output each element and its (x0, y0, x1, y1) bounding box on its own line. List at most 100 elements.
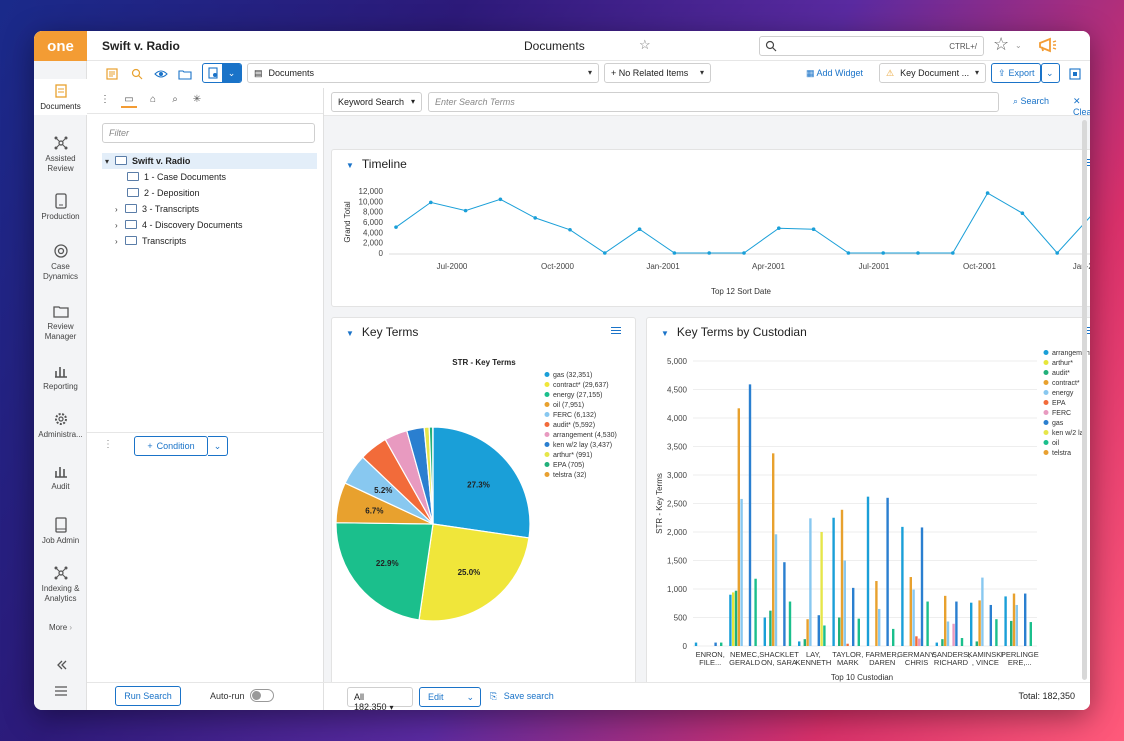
bar[interactable] (803, 639, 806, 646)
timeline-point[interactable] (394, 225, 398, 229)
nav-item-administra[interactable]: Administra... (34, 407, 87, 441)
timeline-point[interactable] (742, 251, 746, 255)
pie-slice[interactable] (418, 523, 530, 622)
chevron-down-icon[interactable]: ▾ (105, 157, 110, 166)
view-toggle-group[interactable]: ⌄ (202, 63, 242, 83)
pie-slice[interactable] (335, 522, 434, 621)
nav-item-assisted-review[interactable]: Assisted Review (34, 131, 87, 173)
chevron-right-icon[interactable]: › (115, 237, 118, 246)
bar[interactable] (878, 608, 881, 646)
nav-item-production[interactable]: Production (34, 189, 87, 223)
timeline-point[interactable] (533, 216, 537, 220)
timeline-point[interactable] (498, 197, 503, 202)
timeline-point[interactable] (672, 251, 677, 255)
drag-handle-icon[interactable]: ⋮ (103, 439, 113, 450)
filter-input[interactable]: Filter (102, 123, 315, 143)
bar[interactable] (714, 642, 717, 646)
collapse-triangle-icon[interactable]: ▼ (661, 329, 669, 338)
bar[interactable] (970, 602, 973, 646)
timeline-point[interactable] (846, 251, 851, 255)
view-select[interactable]: ▤ Documents ▾ (247, 63, 599, 83)
tree-node[interactable]: › Transcripts (87, 233, 324, 249)
bar[interactable] (978, 600, 981, 646)
condition-button[interactable]: + Condition (134, 436, 208, 456)
bar[interactable] (941, 639, 944, 646)
logo[interactable]: one (34, 31, 87, 61)
main-scrollbar[interactable] (1082, 120, 1087, 680)
bar[interactable] (694, 642, 698, 646)
bar[interactable] (1010, 620, 1013, 646)
drag-handle-icon[interactable]: ⋮ (100, 94, 110, 105)
tag-tab-icon[interactable]: ⌂ (149, 94, 157, 105)
case-title[interactable]: Swift v. Radio (102, 39, 180, 53)
folder-tab-icon[interactable]: ▭ (121, 94, 137, 108)
widget-menu-icon[interactable] (1084, 327, 1090, 336)
bar[interactable] (909, 577, 912, 646)
bar[interactable] (754, 578, 757, 646)
chevron-right-icon[interactable]: › (115, 221, 118, 230)
bar[interactable] (840, 509, 844, 646)
nav-item-more[interactable]: More › (34, 619, 87, 653)
bar[interactable] (866, 496, 870, 646)
bar[interactable] (875, 581, 878, 646)
bar[interactable] (960, 638, 964, 646)
bar[interactable] (935, 642, 938, 646)
bar[interactable] (995, 619, 998, 646)
run-search-button[interactable]: Run Search (115, 686, 181, 706)
tree-node[interactable]: 1 - Case Documents (87, 169, 324, 185)
bar[interactable] (892, 628, 895, 646)
document-list-icon[interactable] (105, 67, 119, 81)
bar[interactable] (748, 384, 752, 646)
bar[interactable] (1015, 604, 1018, 646)
bar[interactable] (817, 615, 820, 646)
nav-item-job-admin[interactable]: Job Admin (34, 513, 87, 547)
timeline-point[interactable] (568, 227, 572, 232)
bar[interactable] (989, 604, 992, 646)
favorite-star-icon[interactable]: ☆ (639, 37, 651, 52)
bar[interactable] (820, 532, 823, 646)
bar[interactable] (838, 617, 841, 647)
add-widget-button[interactable]: ▦ Add Widget (806, 68, 863, 79)
pie-slice[interactable] (432, 426, 531, 539)
widget-menu-icon[interactable] (1084, 159, 1090, 168)
timeline-point[interactable] (916, 251, 920, 255)
bar[interactable] (732, 592, 735, 646)
document-view-icon[interactable] (203, 64, 222, 82)
bar[interactable] (823, 625, 826, 646)
bar[interactable] (926, 601, 929, 646)
favorites-star-icon[interactable]: ☆ (993, 34, 1010, 54)
bar[interactable] (912, 589, 915, 646)
bar[interactable] (901, 526, 904, 646)
bar[interactable] (975, 641, 978, 646)
tree-node[interactable]: 2 - Deposition (87, 185, 324, 201)
bar[interactable] (737, 408, 740, 646)
bar[interactable] (734, 590, 738, 646)
nav-item-indexing-analytics[interactable]: Indexing & Analytics (34, 561, 87, 603)
related-items-select[interactable]: + No Related Items ▾ (604, 63, 711, 83)
edit-select[interactable]: Edit ⌄ (419, 687, 481, 707)
bar[interactable] (857, 618, 860, 646)
timeline-point[interactable] (707, 251, 711, 255)
bar[interactable] (918, 638, 921, 646)
search-icon[interactable] (130, 67, 144, 81)
timeline-point[interactable] (1020, 211, 1025, 216)
bar[interactable] (740, 498, 743, 646)
key-document-select[interactable]: ⚠ Key Document ... ▾ (879, 63, 986, 83)
bar[interactable] (1024, 593, 1027, 646)
bar[interactable] (843, 560, 846, 647)
search-mode-select[interactable]: Keyword Search ▾ (331, 92, 422, 112)
timeline-point[interactable] (429, 200, 433, 205)
bar[interactable] (955, 601, 958, 646)
tree-node[interactable]: › 4 - Discovery Documents (87, 217, 324, 233)
export-dropdown[interactable]: ⌄ (1041, 63, 1060, 83)
timeline-point[interactable] (1055, 251, 1059, 255)
bar[interactable] (920, 527, 924, 646)
export-button[interactable]: ⇪ Export (991, 63, 1041, 83)
bar[interactable] (769, 610, 772, 646)
expand-window-icon[interactable] (1068, 67, 1082, 81)
timeline-point[interactable] (985, 191, 990, 195)
megaphone-icon[interactable] (1037, 36, 1059, 54)
bar[interactable] (806, 619, 809, 646)
bar[interactable] (763, 617, 766, 647)
eye-icon[interactable] (154, 67, 168, 81)
